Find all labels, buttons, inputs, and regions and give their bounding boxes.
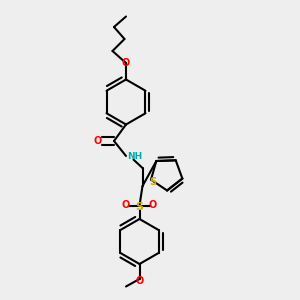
Text: S: S [149, 177, 156, 187]
Text: S: S [136, 202, 143, 212]
Text: O: O [93, 136, 102, 146]
Text: NH: NH [128, 152, 143, 161]
Text: O: O [135, 275, 144, 286]
Text: O: O [122, 58, 130, 68]
Text: O: O [122, 200, 130, 211]
Text: O: O [149, 200, 157, 211]
